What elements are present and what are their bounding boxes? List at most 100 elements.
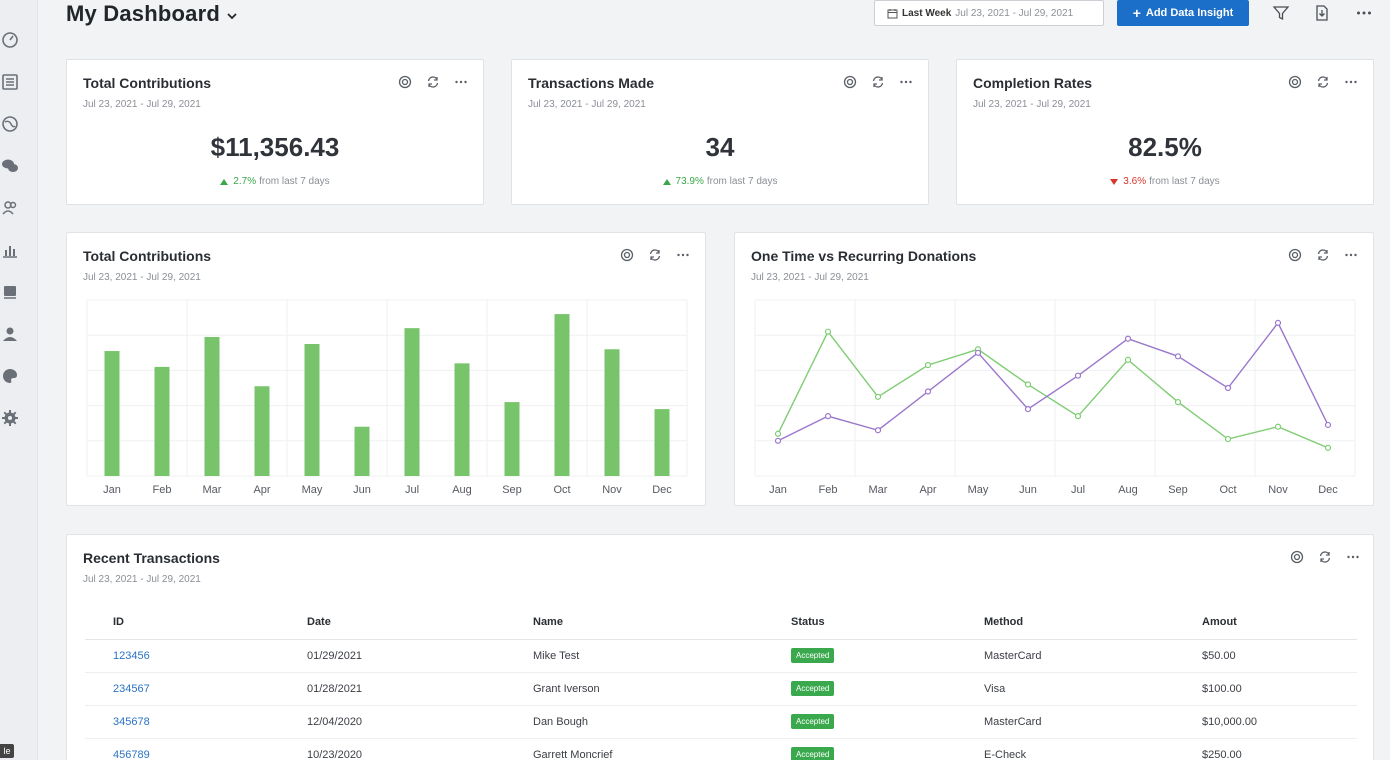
x-tick-label: Sep — [1168, 484, 1188, 496]
kpi-card-completion-rates: Completion Rates Jul 23, 2021 - Jul 29, … — [956, 59, 1374, 205]
add-data-insight-button[interactable]: + Add Data Insight — [1117, 0, 1249, 26]
series-2-point[interactable] — [1324, 421, 1332, 429]
bar-dec[interactable] — [654, 409, 670, 476]
series-2-point[interactable] — [874, 427, 882, 434]
more-icon[interactable] — [453, 74, 469, 90]
series-2-point[interactable] — [1224, 384, 1232, 392]
people-icon[interactable] — [0, 198, 20, 218]
kpi-card-total-contributions: Total Contributions Jul 23, 2021 - Jul 2… — [66, 59, 484, 205]
bar-feb[interactable] — [154, 366, 170, 476]
gauge-icon[interactable] — [0, 30, 20, 50]
series-1-point[interactable] — [1274, 423, 1282, 430]
more-icon[interactable] — [898, 74, 914, 90]
bar-jun[interactable] — [354, 426, 370, 476]
more-options-icon[interactable] — [1354, 3, 1374, 23]
card-tools — [1287, 247, 1359, 263]
target-icon[interactable] — [842, 74, 858, 90]
sidebar-bottom-tag: le — [0, 744, 14, 758]
series-1-point[interactable] — [1324, 444, 1332, 451]
transaction-id-link[interactable]: 456789 — [85, 738, 279, 760]
bar-jan[interactable] — [104, 351, 120, 476]
col-header-status[interactable]: Status — [763, 605, 956, 640]
x-tick-label: Feb — [153, 484, 172, 496]
bar-mar[interactable] — [204, 336, 220, 476]
more-icon[interactable] — [1345, 549, 1361, 565]
x-tick-label: Jul — [1071, 484, 1085, 496]
series-1-point[interactable] — [874, 393, 882, 400]
series-1-point[interactable] — [1224, 435, 1232, 443]
more-icon[interactable] — [1343, 247, 1359, 263]
date-range-picker[interactable]: Last Week Jul 23, 2021 - Jul 29, 2021 — [874, 0, 1104, 26]
filter-icon[interactable] — [1271, 3, 1291, 23]
bar-oct[interactable] — [554, 314, 570, 476]
bar-aug[interactable] — [454, 363, 470, 476]
chart-grid — [754, 299, 1356, 477]
more-icon[interactable] — [1343, 74, 1359, 90]
refresh-icon[interactable] — [1315, 247, 1331, 263]
target-icon[interactable] — [1289, 549, 1305, 565]
series-1-point[interactable] — [1024, 381, 1032, 388]
kpi-delta: 2.7% from last 7 days — [67, 176, 483, 187]
series-1-point[interactable] — [824, 328, 832, 335]
bar-chart-icon[interactable] — [0, 240, 20, 260]
transaction-id-link[interactable]: 234567 — [85, 672, 279, 706]
globe-icon[interactable] — [0, 114, 20, 134]
series-2-point[interactable] — [1024, 406, 1032, 413]
bar-jul[interactable] — [404, 328, 420, 476]
series-1-point[interactable] — [1074, 413, 1082, 420]
transaction-id-link[interactable]: 123456 — [85, 639, 279, 673]
user-icon[interactable] — [0, 324, 20, 344]
palette-icon[interactable] — [0, 366, 20, 386]
series-2-point[interactable] — [1074, 372, 1082, 379]
target-icon[interactable] — [619, 247, 635, 263]
date-range-label: Last Week — [902, 7, 952, 19]
page-title[interactable]: My Dashboard — [66, 1, 238, 27]
target-icon[interactable] — [397, 74, 413, 90]
series-2-point[interactable] — [1274, 319, 1282, 326]
transaction-method: MasterCard — [956, 639, 1174, 673]
refresh-icon[interactable] — [425, 74, 441, 90]
series-1-point[interactable] — [924, 362, 932, 369]
col-header-id[interactable]: ID — [85, 605, 279, 640]
series-2-point[interactable] — [1124, 335, 1132, 342]
col-header-date[interactable]: Date — [279, 605, 505, 640]
transaction-id-link[interactable]: 345678 — [85, 705, 279, 739]
series-2-point[interactable] — [974, 349, 982, 356]
transaction-method: E-Check — [956, 738, 1174, 760]
col-header-amount[interactable]: Amout — [1174, 605, 1357, 640]
chat-icon[interactable] — [0, 156, 20, 176]
bar-chart-card: Total Contributions Jul 23, 2021 - Jul 2… — [66, 232, 706, 506]
target-icon[interactable] — [1287, 74, 1303, 90]
series-2-point[interactable] — [824, 413, 832, 420]
refresh-icon[interactable] — [1317, 549, 1333, 565]
x-tick-label: May — [968, 484, 989, 496]
refresh-icon[interactable] — [647, 247, 663, 263]
series-2-point[interactable] — [1174, 353, 1182, 360]
series-2-point[interactable] — [774, 437, 782, 444]
series-2-point[interactable] — [924, 388, 932, 395]
target-icon[interactable] — [1287, 247, 1303, 263]
col-header-method[interactable]: Method — [956, 605, 1174, 640]
bar-apr[interactable] — [254, 386, 270, 476]
bar-may[interactable] — [304, 344, 320, 476]
stack-icon[interactable] — [0, 282, 20, 302]
list-icon[interactable] — [0, 72, 20, 92]
refresh-icon[interactable] — [1315, 74, 1331, 90]
add-data-insight-label: Add Data Insight — [1145, 7, 1234, 19]
series-1-point[interactable] — [1124, 356, 1132, 363]
x-tick-label: Oct — [1219, 484, 1236, 496]
x-tick-label: Mar — [203, 484, 222, 496]
col-header-name[interactable]: Name — [505, 605, 763, 640]
gear-icon[interactable] — [0, 408, 20, 428]
series-1-point[interactable] — [774, 430, 782, 437]
kpi-delta: 3.6% from last 7 days — [957, 176, 1373, 187]
refresh-icon[interactable] — [870, 74, 886, 90]
bar-nov[interactable] — [604, 349, 620, 476]
plus-icon: + — [1132, 5, 1141, 21]
bar-sep[interactable] — [504, 402, 520, 476]
series-1-point[interactable] — [1174, 398, 1182, 406]
download-icon[interactable] — [1312, 3, 1332, 23]
transaction-amount: $100.00 — [1174, 672, 1357, 706]
more-icon[interactable] — [675, 247, 691, 263]
kpi-date: Jul 23, 2021 - Jul 29, 2021 — [528, 99, 646, 110]
